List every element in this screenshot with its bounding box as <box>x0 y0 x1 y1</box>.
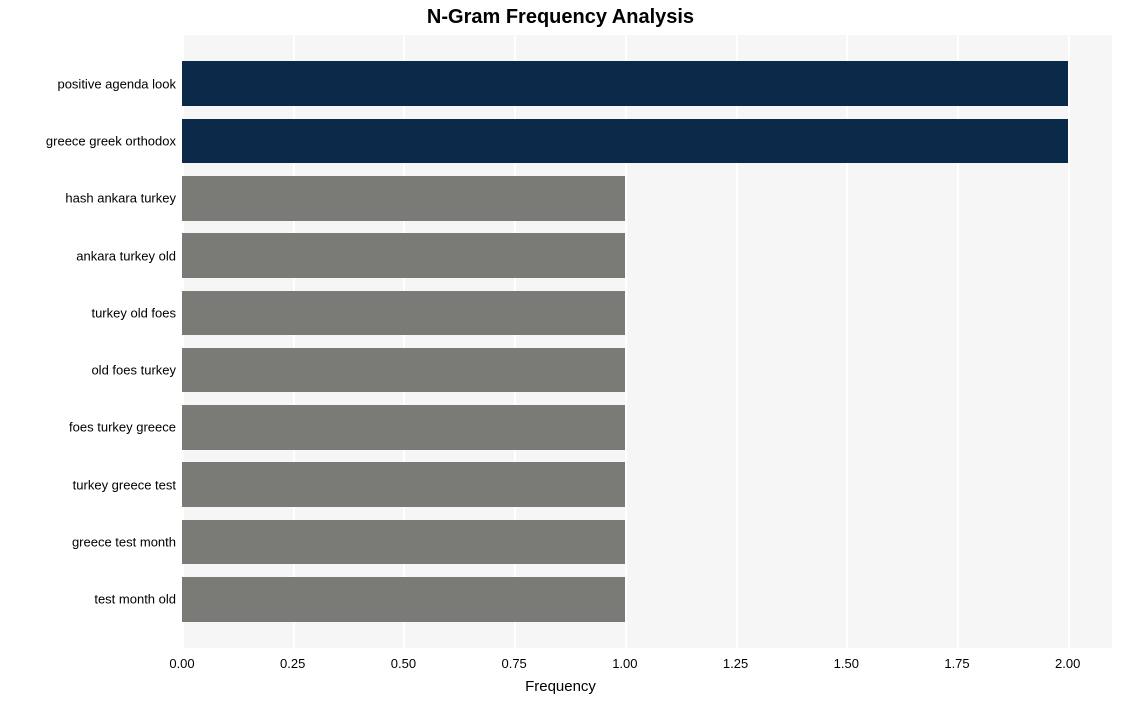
bar <box>182 520 625 565</box>
bar <box>182 119 1068 164</box>
y-tick-label: hash ankara turkey <box>65 191 176 206</box>
y-tick-label: turkey greece test <box>73 477 176 492</box>
x-tick-label: 1.75 <box>944 656 969 671</box>
bar <box>182 462 625 507</box>
bar <box>182 577 625 622</box>
x-tick-label: 1.25 <box>723 656 748 671</box>
x-axis-title: Frequency <box>0 678 1121 695</box>
x-tick-label: 1.00 <box>612 656 637 671</box>
bar <box>182 176 625 221</box>
x-tick-label: 0.50 <box>391 656 416 671</box>
x-tick-label: 2.00 <box>1055 656 1080 671</box>
x-axis-ticks: 0.000.250.500.751.001.251.501.752.00 <box>182 656 1112 676</box>
bar <box>182 291 625 336</box>
x-tick-label: 1.50 <box>834 656 859 671</box>
x-tick-label: 0.00 <box>169 656 194 671</box>
y-tick-label: old foes turkey <box>91 363 176 378</box>
gridline <box>1068 35 1070 648</box>
bar <box>182 348 625 393</box>
bar <box>182 405 625 450</box>
bar <box>182 233 625 278</box>
y-tick-label: greece test month <box>72 535 176 550</box>
chart-title: N-Gram Frequency Analysis <box>0 6 1121 29</box>
y-tick-label: ankara turkey old <box>76 248 176 263</box>
x-tick-label: 0.75 <box>501 656 526 671</box>
bar <box>182 61 1068 106</box>
y-tick-label: greece greek orthodox <box>46 133 176 148</box>
y-tick-label: turkey old foes <box>91 305 176 320</box>
y-axis-labels: positive agenda look greece greek orthodo… <box>0 35 176 648</box>
plot-area <box>182 35 1112 648</box>
y-tick-label: foes turkey greece <box>69 420 176 435</box>
x-tick-label: 0.25 <box>280 656 305 671</box>
ngram-frequency-chart: N-Gram Frequency Analysis positive agend… <box>0 0 1121 701</box>
y-tick-label: positive agenda look <box>57 76 176 91</box>
y-tick-label: test month old <box>94 592 176 607</box>
